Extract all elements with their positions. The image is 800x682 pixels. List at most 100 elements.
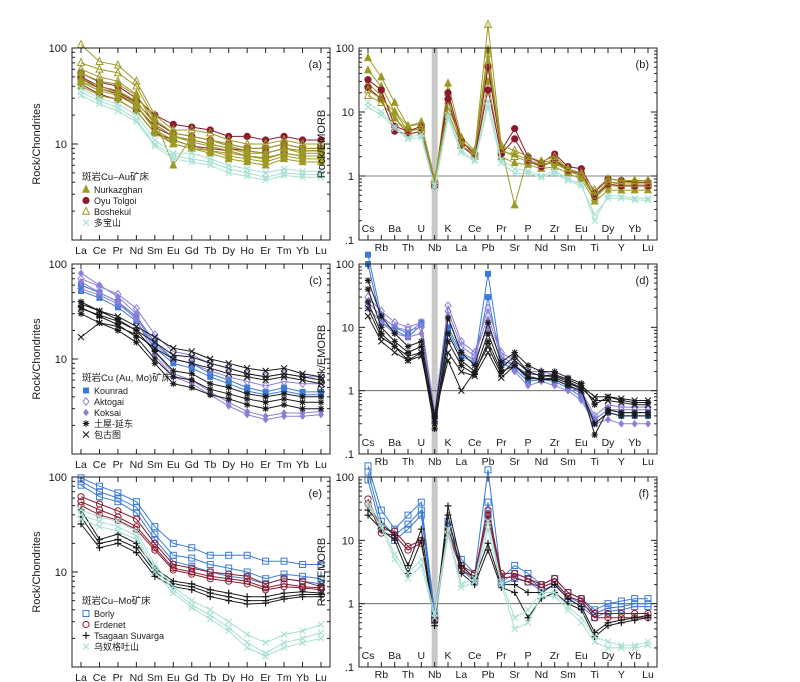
data-point (563, 163, 573, 173)
data-point (404, 322, 412, 332)
data-point (404, 349, 412, 356)
x-tick-label: Eu (167, 672, 180, 682)
x-tick-label: Tm (276, 672, 291, 682)
data-point (77, 305, 85, 312)
series-f-5 (364, 502, 652, 636)
data-point (577, 384, 585, 392)
data-point (377, 111, 385, 119)
data-point (591, 431, 598, 439)
data-point (188, 384, 195, 391)
data-point (169, 583, 177, 591)
x-tick-label: Tb (204, 672, 216, 682)
data-point (317, 171, 325, 178)
data-point (524, 589, 532, 596)
series-line (367, 54, 648, 197)
x-tick-label: Lu (315, 459, 327, 471)
data-point (524, 578, 532, 586)
data-point (457, 584, 465, 591)
data-point (617, 619, 625, 627)
data-point (404, 520, 412, 528)
panel-a: 100 10 La Ce Pr Nd Sm Eu Gd Tb Dy Ho Er Tm Yb Lu Rock/Ch… (31, 39, 331, 257)
data-point (225, 390, 232, 398)
data-point (132, 527, 140, 535)
data-point (498, 359, 505, 366)
series-line (367, 296, 648, 417)
x-tick-label: Sm (560, 242, 576, 254)
series-b-8 (364, 103, 652, 218)
data-point (225, 618, 233, 626)
legend-label: Aktogai (94, 397, 124, 407)
data-point (169, 344, 177, 352)
series-e-8 (77, 520, 325, 608)
data-point (484, 517, 492, 525)
x-tick-label: Ba (388, 650, 401, 662)
data-point (404, 343, 412, 350)
data-point (151, 568, 159, 576)
data-point (114, 518, 122, 525)
data-point (318, 410, 324, 419)
data-point (188, 348, 196, 355)
data-point (96, 288, 103, 297)
data-point (485, 323, 491, 332)
data-point (471, 157, 479, 165)
data-point (551, 372, 558, 380)
series-line (367, 498, 648, 618)
data-point (299, 405, 306, 412)
series-a-8 (76, 67, 326, 169)
data-point (644, 603, 652, 611)
data-point (417, 498, 425, 506)
data-point (391, 536, 399, 544)
data-point (603, 176, 613, 186)
data-point (262, 575, 270, 583)
x-tick-label: Th (402, 456, 414, 468)
legend-marker (82, 632, 90, 639)
data-point (298, 156, 307, 166)
data-point (96, 319, 103, 327)
data-point (524, 362, 532, 369)
series-line (367, 87, 648, 198)
series-line (80, 288, 321, 387)
data-point (188, 376, 195, 384)
data-point (317, 560, 325, 568)
data-point (224, 153, 233, 163)
x-tick-label: Tm (276, 459, 291, 471)
data-point (644, 412, 652, 420)
x-tick-label: Dy (602, 650, 616, 662)
series-line (80, 496, 322, 588)
x-tick-label: Ce (468, 437, 482, 449)
data-point (510, 200, 519, 209)
data-point (280, 557, 288, 565)
data-point (590, 189, 599, 199)
data-point (262, 176, 270, 184)
data-point (77, 333, 85, 341)
data-point (206, 359, 214, 367)
data-point (169, 566, 177, 574)
series-line (367, 501, 649, 646)
legend-marker (82, 620, 90, 629)
data-point (280, 172, 288, 179)
data-point (523, 151, 533, 161)
data-point (363, 52, 373, 62)
data-point (114, 540, 122, 547)
data-point (471, 372, 479, 380)
data-point (524, 619, 532, 627)
data-point (457, 149, 465, 157)
data-point (280, 153, 289, 163)
data-point (605, 415, 611, 424)
data-point (243, 376, 251, 387)
data-point (280, 401, 288, 408)
data-point (444, 502, 452, 510)
data-point (391, 550, 399, 558)
x-tick-label: Dy (222, 245, 236, 257)
data-point (444, 349, 452, 356)
y-tick-label: 1 (348, 171, 354, 183)
data-point (188, 554, 196, 562)
data-point (511, 125, 519, 133)
series-line (367, 301, 648, 429)
data-point (417, 536, 425, 544)
data-point (206, 606, 214, 614)
data-point (497, 581, 505, 588)
x-tick-label: Yb (296, 245, 309, 257)
data-point (114, 527, 122, 535)
